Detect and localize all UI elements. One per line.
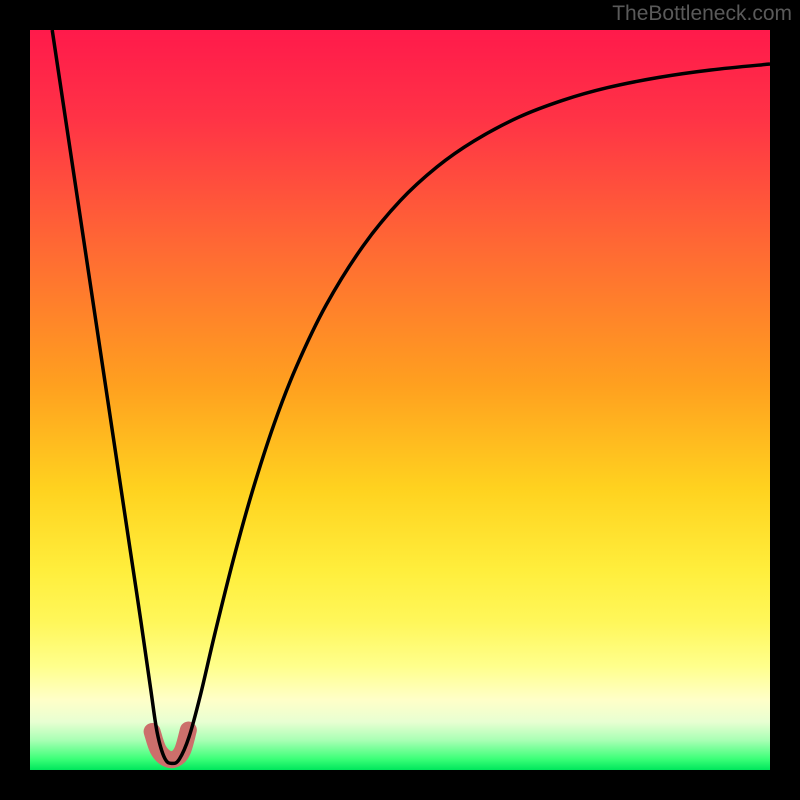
attribution-watermark: TheBottleneck.com	[612, 2, 792, 26]
bottleneck-chart: TheBottleneck.com	[0, 0, 800, 800]
chart-svg	[0, 0, 800, 800]
gradient-plot-area	[30, 30, 770, 770]
